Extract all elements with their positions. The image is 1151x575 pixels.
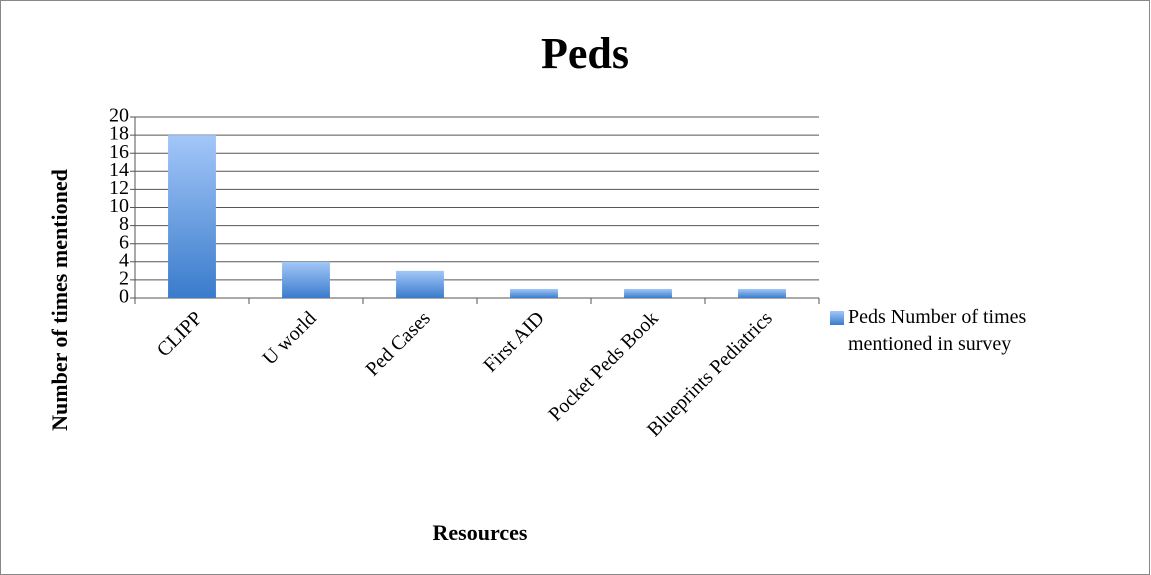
legend-swatch <box>830 311 844 325</box>
chart-title: Peds <box>541 29 629 78</box>
y-tick-label: 8 <box>119 213 129 235</box>
bar <box>624 288 672 298</box>
bar <box>282 261 330 298</box>
bar <box>738 288 786 298</box>
bar <box>168 135 216 298</box>
bar <box>396 270 444 298</box>
y-tick-label: 6 <box>119 231 129 253</box>
y-tick-label: 20 <box>109 105 129 127</box>
y-tick-label: 0 <box>119 286 129 308</box>
y-tick-label: 4 <box>119 249 129 271</box>
y-tick-label: 14 <box>109 159 129 181</box>
legend-label: Peds Number of times mentioned in survey <box>848 306 1027 355</box>
y-tick-label: 10 <box>109 195 129 217</box>
bar <box>510 288 558 298</box>
y-tick-label: 12 <box>109 177 129 199</box>
y-axis-label: Number of times mentioned <box>47 169 72 431</box>
y-tick-label: 16 <box>109 141 129 163</box>
y-tick-label: 2 <box>119 267 129 289</box>
y-tick-label: 18 <box>109 123 129 145</box>
x-axis-label: Resources <box>433 520 528 545</box>
